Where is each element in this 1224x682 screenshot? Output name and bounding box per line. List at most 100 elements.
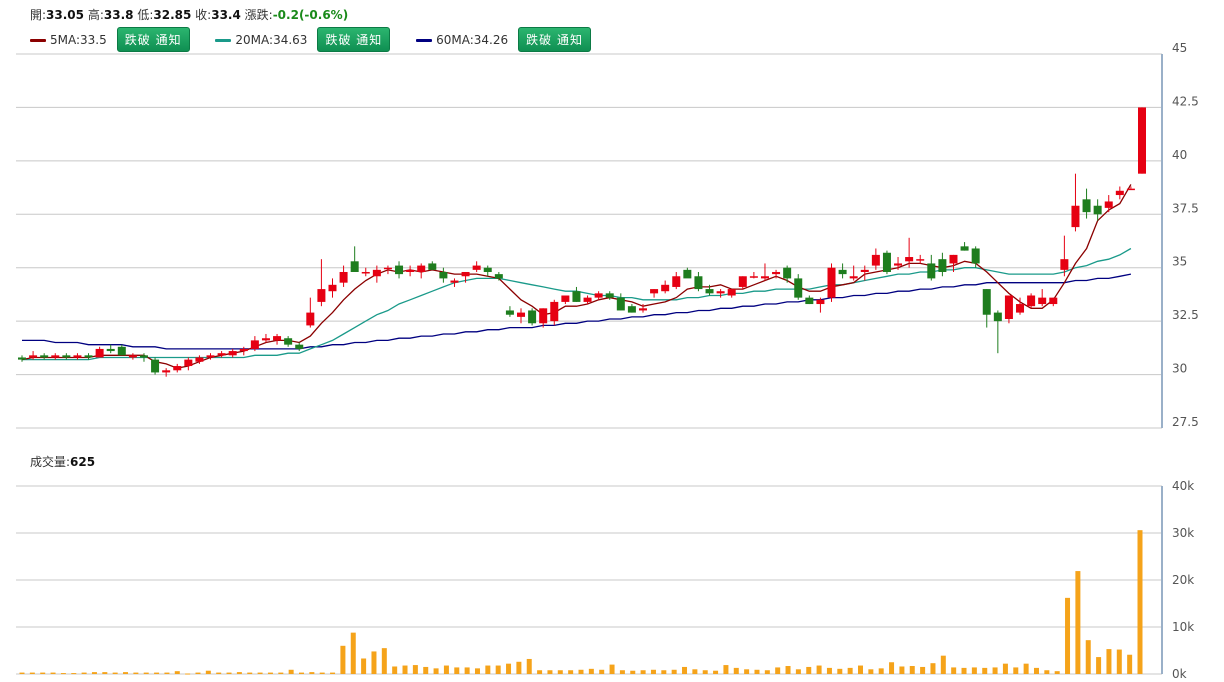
volume-bar bbox=[71, 673, 77, 675]
candle bbox=[139, 353, 148, 362]
candle bbox=[927, 254, 936, 281]
candle-body bbox=[62, 355, 71, 358]
low-label: 低: bbox=[137, 8, 154, 22]
candle-body bbox=[638, 308, 647, 311]
volume-bar bbox=[775, 667, 781, 674]
volume-bar bbox=[123, 672, 129, 674]
candle-body bbox=[139, 355, 148, 358]
candle-body bbox=[95, 348, 104, 358]
candle-body bbox=[816, 299, 825, 305]
volume-bar bbox=[330, 672, 336, 674]
volume-bar bbox=[650, 669, 656, 674]
candle bbox=[261, 333, 270, 343]
volume-bar bbox=[764, 670, 770, 674]
candle bbox=[882, 250, 891, 275]
volume-bar bbox=[433, 668, 439, 674]
candle bbox=[184, 357, 193, 371]
volume-bar bbox=[1054, 671, 1060, 674]
candle bbox=[1004, 295, 1013, 324]
volume-bar bbox=[423, 666, 429, 674]
candle-body bbox=[339, 271, 348, 283]
candle bbox=[727, 289, 736, 298]
candle-body bbox=[1038, 297, 1047, 305]
candle-body bbox=[827, 267, 836, 298]
candle bbox=[117, 344, 126, 356]
candle-body bbox=[295, 344, 304, 349]
volume-label: 成交量: bbox=[30, 455, 71, 469]
volume-bar bbox=[185, 673, 191, 675]
candle bbox=[971, 246, 980, 268]
volume-bar bbox=[858, 665, 863, 674]
volume-bar bbox=[164, 672, 170, 674]
ma60-legend: 60MA:34.26 bbox=[416, 33, 508, 47]
volume-bar bbox=[216, 672, 222, 674]
ma60-notify-button[interactable]: 跌破 通知 bbox=[518, 27, 591, 52]
volume-bar bbox=[754, 669, 760, 674]
volume-bar bbox=[102, 672, 108, 674]
ma20-notify-button[interactable]: 跌破 通知 bbox=[317, 27, 391, 52]
price-tick-label: 35 bbox=[1172, 255, 1187, 269]
candle bbox=[73, 353, 82, 360]
volume-tick-label: 20k bbox=[1172, 573, 1194, 587]
candle-body bbox=[162, 370, 171, 373]
close-value: 33.4 bbox=[211, 8, 241, 22]
candle-body bbox=[461, 271, 470, 277]
volume-bar bbox=[1106, 649, 1112, 674]
volume-bar bbox=[81, 672, 87, 674]
ma5-notify-button[interactable]: 跌破 通知 bbox=[116, 27, 190, 52]
candle-body bbox=[483, 267, 492, 272]
candle-body bbox=[40, 355, 49, 358]
candle-body bbox=[528, 310, 537, 324]
candle-body bbox=[783, 267, 792, 279]
candle-body bbox=[228, 351, 237, 356]
candle bbox=[51, 353, 60, 360]
candle-body bbox=[627, 306, 636, 313]
candle bbox=[638, 304, 647, 313]
high-label: 高: bbox=[87, 8, 104, 22]
candle-body bbox=[73, 355, 82, 358]
candle bbox=[949, 254, 958, 272]
candle-body bbox=[1049, 297, 1058, 305]
ma20-legend-text: 20MA:34.63 bbox=[235, 32, 308, 47]
volume-bar bbox=[909, 666, 915, 674]
volume-bar bbox=[992, 667, 998, 674]
ma5-swatch bbox=[30, 38, 46, 42]
candle-body bbox=[306, 312, 315, 326]
price-tick-label: 32.5 bbox=[1172, 308, 1199, 322]
change-label: 漲跌: bbox=[244, 8, 273, 22]
candle-body bbox=[29, 355, 38, 358]
candle-body bbox=[716, 291, 725, 294]
volume-bar bbox=[40, 672, 46, 674]
candle bbox=[760, 263, 769, 281]
candle bbox=[583, 295, 592, 305]
candle bbox=[605, 291, 614, 300]
candle bbox=[417, 263, 426, 279]
candle-body bbox=[417, 265, 426, 272]
candle bbox=[372, 265, 381, 283]
candle bbox=[195, 355, 204, 364]
candle bbox=[894, 257, 903, 270]
candle bbox=[128, 353, 137, 360]
candle bbox=[395, 261, 404, 279]
candle bbox=[494, 271, 503, 281]
volume-bar bbox=[940, 655, 946, 674]
candle-body bbox=[106, 348, 115, 352]
price-grid bbox=[16, 53, 1162, 429]
candle bbox=[1093, 199, 1102, 221]
candle bbox=[217, 351, 226, 358]
candle-body bbox=[372, 269, 381, 277]
candle-body bbox=[195, 357, 204, 362]
candle bbox=[461, 271, 470, 283]
volume-bar bbox=[506, 663, 512, 674]
candle-body bbox=[250, 340, 259, 349]
volume-bar bbox=[19, 672, 25, 674]
volume-bar bbox=[1096, 657, 1102, 674]
candle bbox=[428, 261, 437, 270]
volume-bar bbox=[889, 662, 895, 674]
candle-body bbox=[284, 338, 293, 345]
volume-bar bbox=[899, 666, 905, 674]
price-tick-label: 27.5 bbox=[1172, 415, 1199, 429]
volume-bar bbox=[826, 667, 832, 674]
candle-body bbox=[472, 265, 481, 270]
